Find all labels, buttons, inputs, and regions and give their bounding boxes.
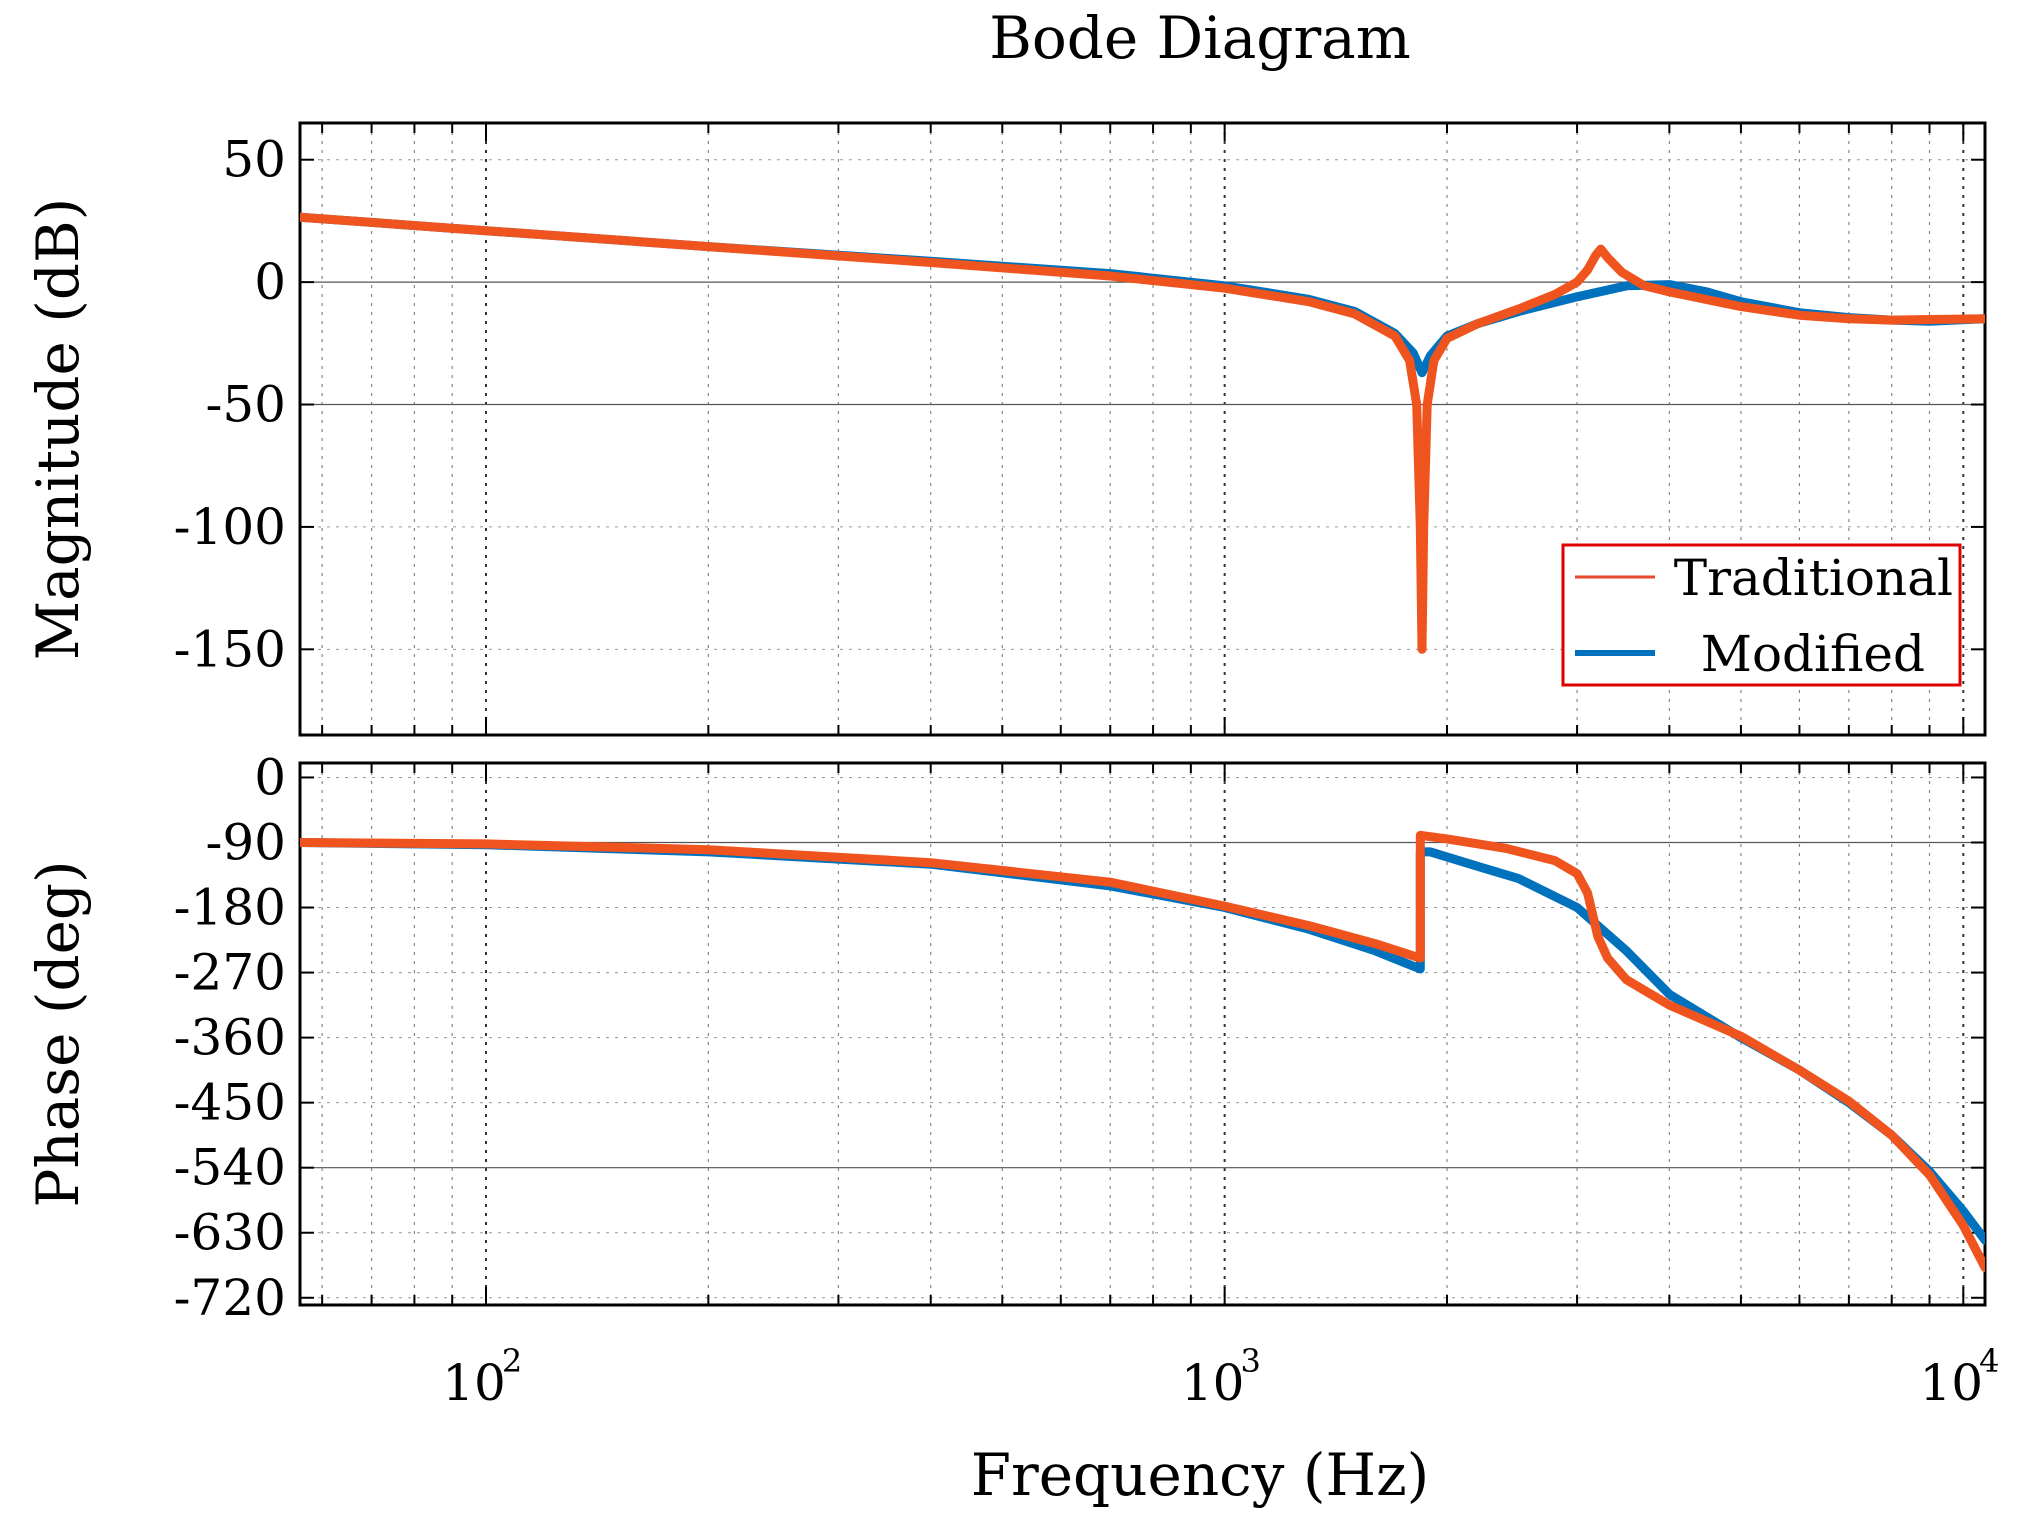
x-tick-exponent: 4: [1979, 1342, 1999, 1380]
legend: Traditional Modified: [1561, 543, 1962, 687]
plot-frame: [298, 121, 1987, 737]
chart-title: Bode Diagram: [989, 4, 1411, 72]
x-tick-exponent: 3: [1240, 1342, 1260, 1380]
series-line-modified: [300, 838, 1985, 1245]
y-tick-label: -180: [174, 879, 286, 937]
x-axis: 102 103 104: [442, 1342, 1999, 1412]
y-tick-label: -540: [174, 1139, 286, 1197]
y-tick-label: -50: [205, 376, 286, 434]
y-tick-label: 0: [254, 253, 286, 311]
y-tick-label: -630: [174, 1204, 286, 1262]
y-tick-label: -270: [174, 944, 286, 1002]
x-axis-label: Frequency (Hz): [971, 1441, 1430, 1509]
y-tick-label: 50: [222, 131, 286, 189]
legend-label-modified: Modified: [1701, 625, 1925, 683]
series-line-modified: [300, 212, 1985, 378]
series-line-traditional: [300, 830, 1985, 1272]
x-tick-label: 10: [1919, 1354, 1983, 1412]
y-tick-label: -100: [174, 498, 286, 556]
legend-label-traditional: Traditional: [1674, 549, 1953, 607]
x-tick-label: 10: [442, 1354, 506, 1412]
y-axis-label: Magnitude (dB): [24, 198, 92, 661]
magnitude-panel: 50 0 -50 -100 -150 Magnitude (dB): [24, 121, 1987, 737]
phase-panel: 0 -90 -180 -270 -360 -450 -540 -630 -720 Phase (d…: [24, 748, 1987, 1327]
plot-frame: [298, 761, 1987, 1307]
x-tick-label: 10: [1181, 1354, 1245, 1412]
y-axis-label: Phase (deg): [24, 860, 92, 1207]
x-tick-exponent: 2: [502, 1342, 522, 1380]
y-tick-label: -450: [174, 1074, 286, 1132]
series-line-traditional: [300, 212, 1985, 654]
y-tick-label: -150: [174, 620, 286, 678]
y-tick-label: -360: [174, 1009, 286, 1067]
y-tick-label: -720: [174, 1269, 286, 1327]
legend-box: [1561, 543, 1962, 687]
y-tick-label: -90: [205, 813, 286, 871]
y-tick-label: 0: [254, 748, 286, 806]
